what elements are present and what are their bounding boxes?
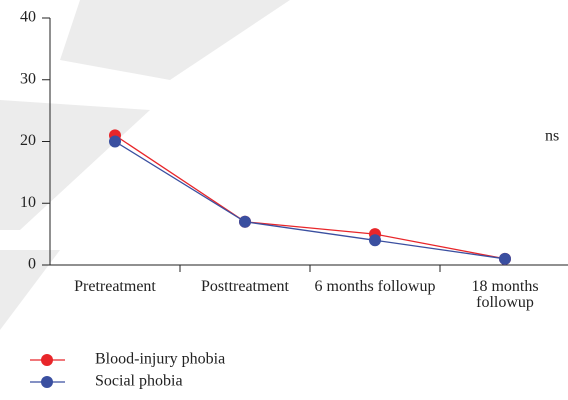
x-tick-label: 6 months followup (314, 278, 436, 295)
legend-label: Social phobia (95, 373, 183, 390)
point (369, 234, 381, 247)
point (499, 252, 511, 265)
series-line (114, 134, 506, 260)
point (109, 135, 121, 148)
annotation: ns (545, 128, 559, 145)
series-line (114, 140, 506, 260)
legend-marker (41, 376, 53, 388)
y-tick-label: 0 (28, 256, 36, 273)
legend-marker (41, 354, 53, 366)
y-tick-label: 40 (20, 9, 36, 26)
y-tick-label: 10 (20, 194, 36, 211)
legend-label: Blood-injury phobia (95, 351, 225, 368)
x-tick-label: Pretreatment (74, 278, 156, 295)
y-tick-label: 30 (20, 70, 36, 87)
point (239, 215, 251, 228)
x-tick-label: Posttreatment (201, 278, 289, 295)
x-tick-label: 18 months followup (471, 278, 539, 311)
y-tick-label: 20 (20, 132, 36, 149)
